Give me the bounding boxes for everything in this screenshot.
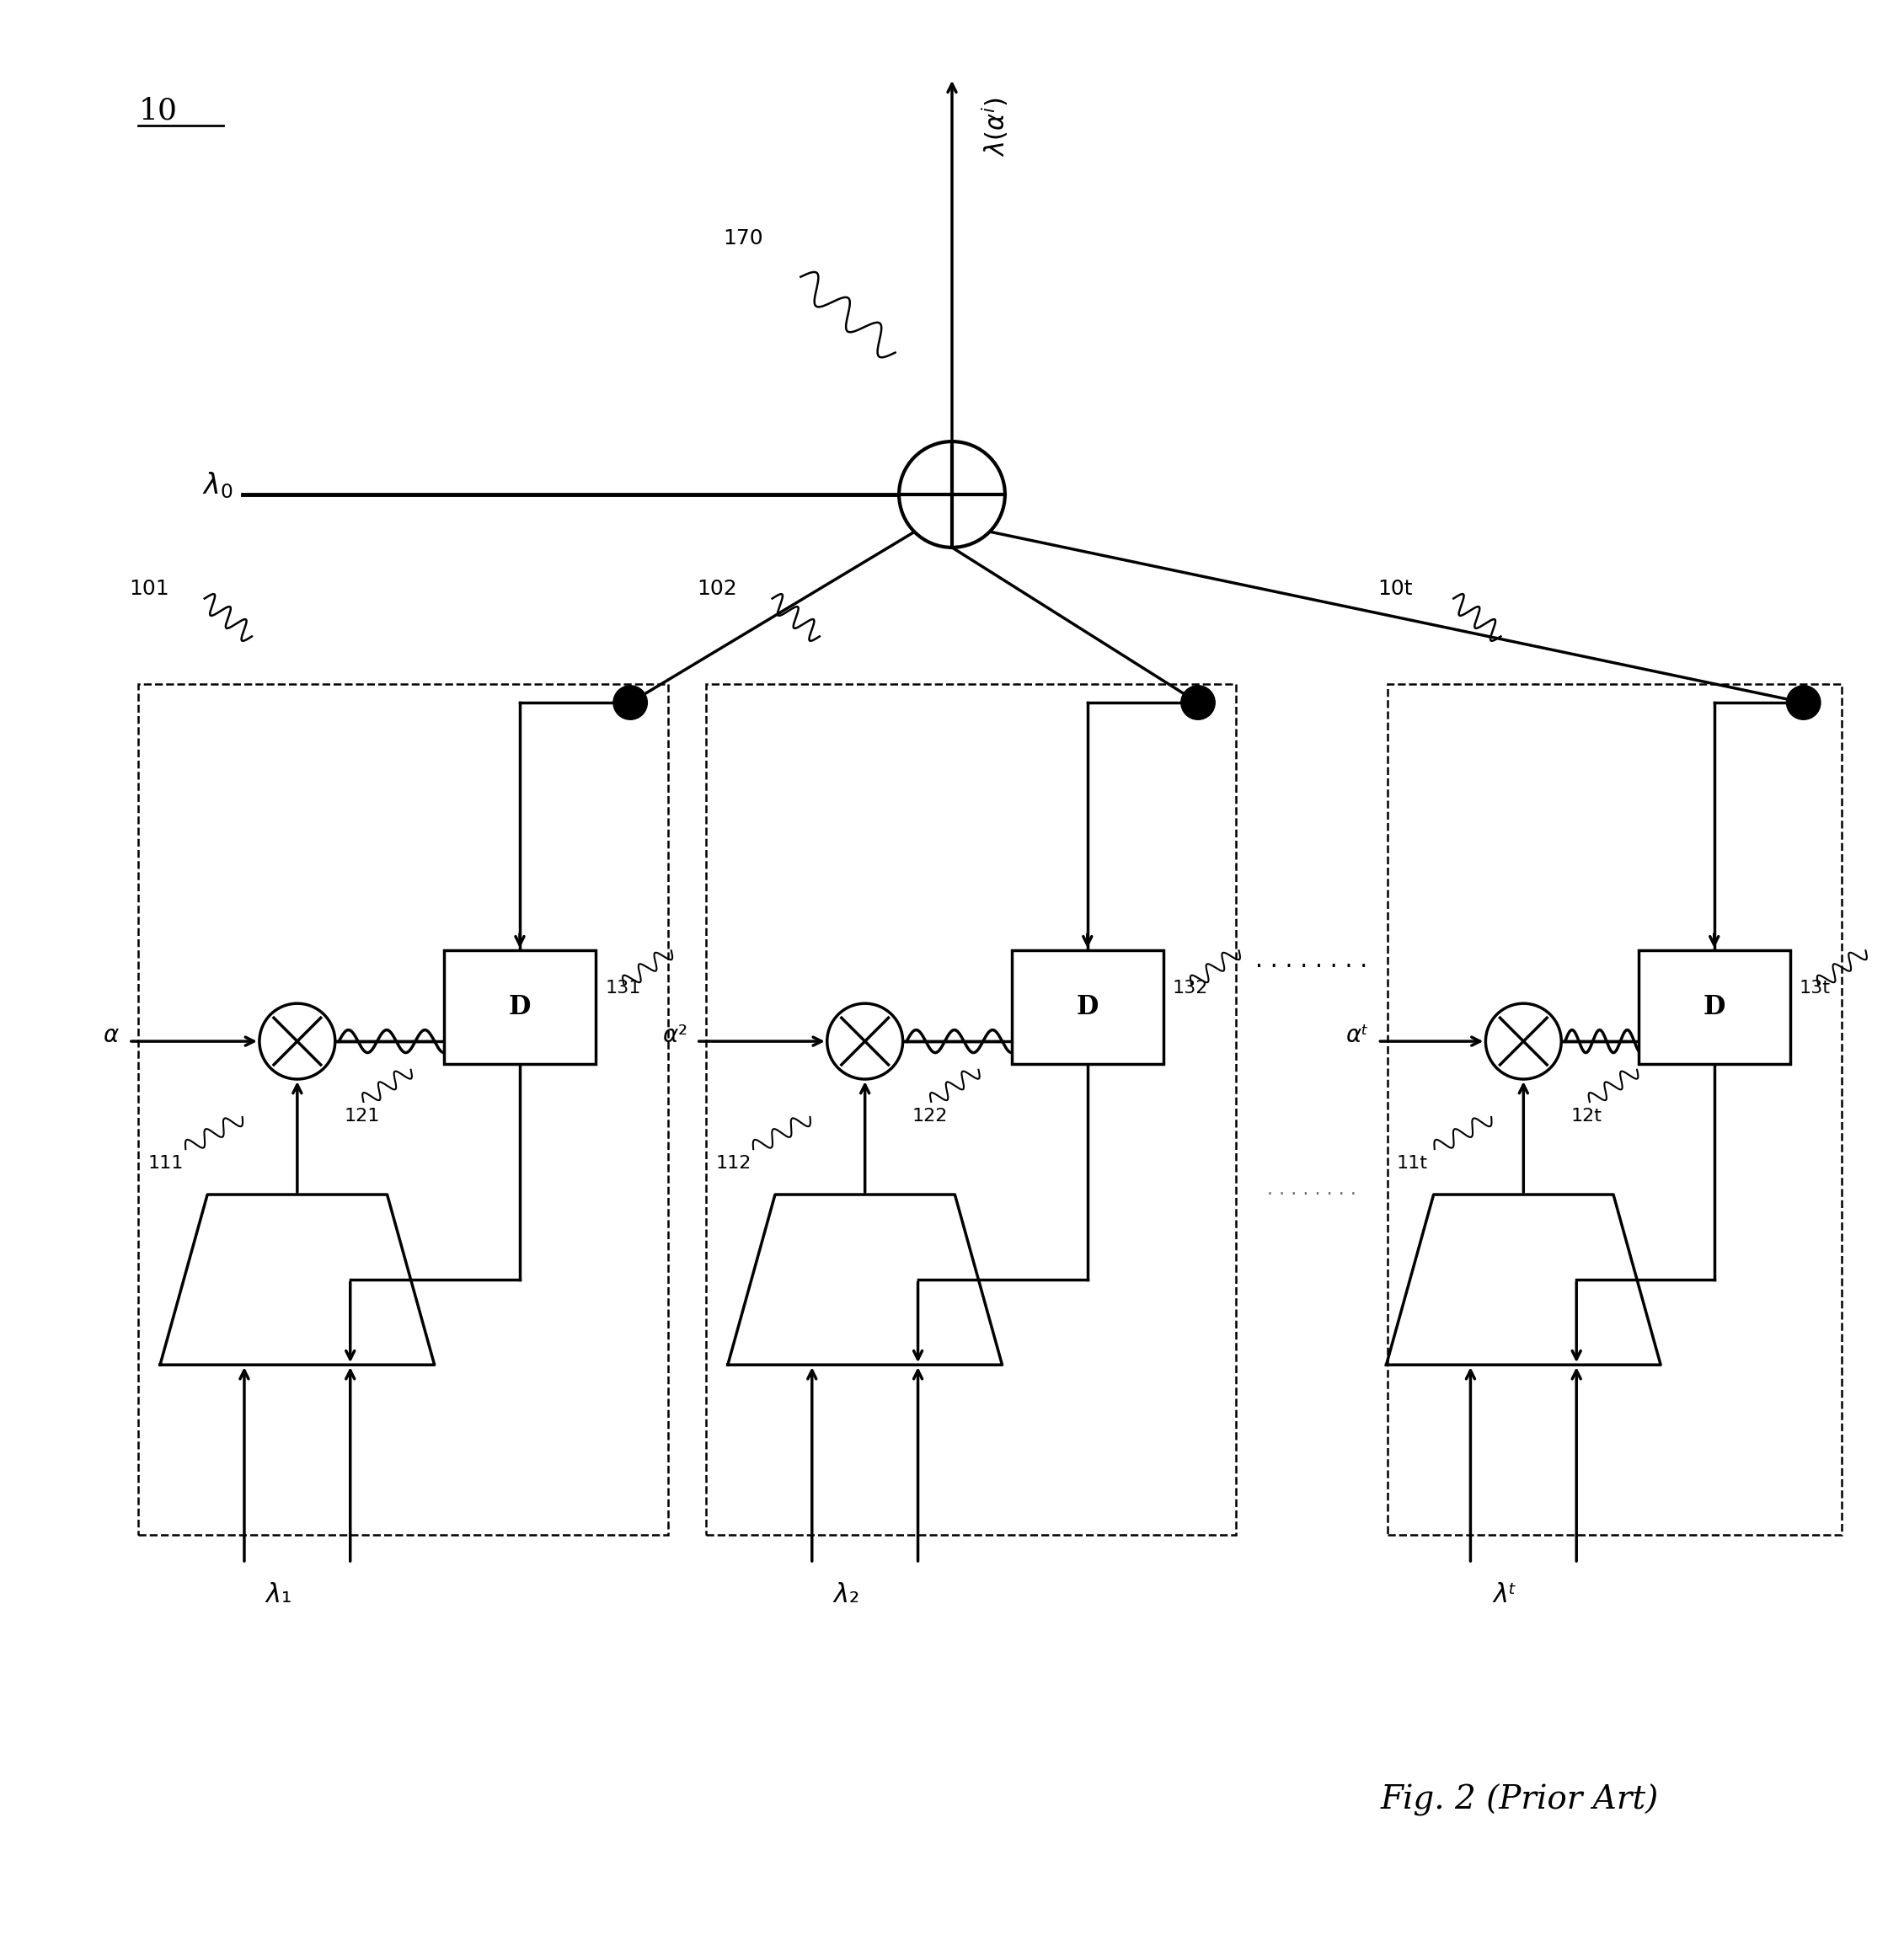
Text: 170: 170 <box>724 228 764 248</box>
Bar <box>444 950 596 1064</box>
Text: $αᵗ$: $αᵗ$ <box>1346 1024 1369 1047</box>
Text: 121: 121 <box>345 1107 381 1124</box>
Circle shape <box>826 1004 902 1080</box>
Circle shape <box>1786 685 1820 720</box>
Text: 11t: 11t <box>1398 1155 1428 1173</box>
Text: 10: 10 <box>139 97 177 126</box>
Circle shape <box>1180 685 1215 720</box>
Text: 102: 102 <box>697 579 737 598</box>
Text: 131: 131 <box>605 979 640 997</box>
Text: $α$: $α$ <box>103 1024 120 1047</box>
Circle shape <box>613 685 647 720</box>
Text: 132: 132 <box>1173 979 1209 997</box>
Text: D: D <box>508 995 531 1020</box>
Text: $λ₂$: $λ₂$ <box>832 1583 859 1608</box>
Text: D: D <box>1076 995 1099 1020</box>
Text: · · · · · · · ·: · · · · · · · · <box>1255 956 1367 979</box>
Text: $\lambda(\alpha^i)$: $\lambda(\alpha^i)$ <box>981 97 1011 157</box>
Text: 101: 101 <box>129 579 169 598</box>
Text: $\lambda_0$: $\lambda_0$ <box>202 470 232 499</box>
Text: 10t: 10t <box>1378 579 1413 598</box>
Circle shape <box>1485 1004 1561 1080</box>
Bar <box>1011 950 1163 1064</box>
Text: $λᵗ$: $λᵗ$ <box>1493 1583 1517 1608</box>
Text: D: D <box>1702 995 1725 1020</box>
Bar <box>1639 950 1790 1064</box>
Text: $α²$: $α²$ <box>663 1024 687 1047</box>
Text: 13t: 13t <box>1799 979 1830 997</box>
Text: · · · · · · · ·: · · · · · · · · <box>1266 1186 1356 1204</box>
Bar <box>706 683 1236 1534</box>
Text: $λ₁$: $λ₁$ <box>265 1583 291 1608</box>
Circle shape <box>899 441 1005 548</box>
Text: 111: 111 <box>149 1155 183 1173</box>
Text: 112: 112 <box>716 1155 752 1173</box>
Circle shape <box>259 1004 335 1080</box>
Text: 122: 122 <box>912 1107 948 1124</box>
Bar <box>139 683 668 1534</box>
Text: Fig. 2 (Prior Art): Fig. 2 (Prior Art) <box>1380 1784 1658 1817</box>
Text: 12t: 12t <box>1571 1107 1601 1124</box>
Bar <box>1388 683 1841 1534</box>
